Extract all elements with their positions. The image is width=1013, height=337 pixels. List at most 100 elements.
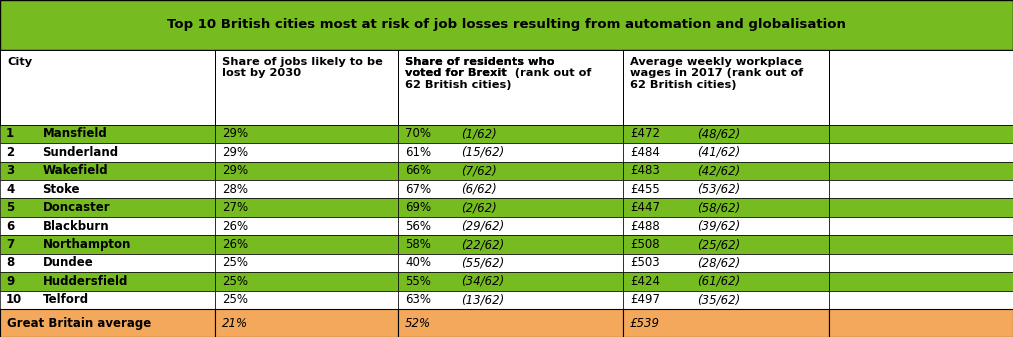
Text: 2: 2 — [6, 146, 14, 159]
Text: 61%: 61% — [405, 146, 432, 159]
Bar — [829, 272, 1013, 290]
Bar — [398, 180, 623, 198]
Text: Share of residents who
voted for Brexit  (rank out of
62 British cities): Share of residents who voted for Brexit … — [405, 57, 592, 90]
Text: (55/62): (55/62) — [461, 256, 504, 270]
Bar — [829, 198, 1013, 217]
Bar — [0, 180, 215, 198]
Text: Great Britain average: Great Britain average — [7, 316, 151, 330]
Text: 66%: 66% — [405, 164, 432, 177]
Bar — [398, 50, 623, 125]
Bar — [829, 50, 1013, 125]
Text: Huddersfield: Huddersfield — [43, 275, 128, 288]
Text: 69%: 69% — [405, 201, 432, 214]
Text: 63%: 63% — [405, 293, 432, 306]
Bar — [0, 217, 215, 235]
Text: £483: £483 — [630, 164, 659, 177]
Bar — [0, 290, 215, 309]
Bar — [398, 290, 623, 309]
Bar — [623, 235, 829, 254]
Bar — [398, 309, 623, 337]
Bar — [215, 143, 398, 161]
Text: Doncaster: Doncaster — [43, 201, 110, 214]
Bar — [623, 161, 829, 180]
Text: (61/62): (61/62) — [697, 275, 741, 288]
Text: 55%: 55% — [405, 275, 432, 288]
Text: (25/62): (25/62) — [697, 238, 741, 251]
Text: Wakefield: Wakefield — [43, 164, 108, 177]
Bar — [398, 143, 623, 161]
Bar — [623, 198, 829, 217]
Text: (29/62): (29/62) — [461, 220, 504, 233]
Bar — [398, 198, 623, 217]
Text: £508: £508 — [630, 238, 659, 251]
Text: Share of residents who
voted for Brexit: Share of residents who voted for Brexit — [405, 57, 555, 78]
Bar — [215, 198, 398, 217]
Bar — [215, 50, 398, 125]
Text: 29%: 29% — [222, 146, 248, 159]
Bar — [215, 235, 398, 254]
Bar — [398, 161, 623, 180]
Bar — [623, 217, 829, 235]
Text: 28%: 28% — [222, 183, 248, 196]
Text: 25%: 25% — [222, 275, 248, 288]
Text: 25%: 25% — [222, 256, 248, 270]
Text: Dundee: Dundee — [43, 256, 93, 270]
Text: 26%: 26% — [222, 220, 248, 233]
Text: (58/62): (58/62) — [697, 201, 741, 214]
Text: 8: 8 — [6, 256, 14, 270]
Text: Top 10 British cities most at risk of job losses resulting from automation and g: Top 10 British cities most at risk of jo… — [167, 19, 846, 31]
Bar — [398, 125, 623, 143]
Bar — [623, 180, 829, 198]
Bar — [829, 180, 1013, 198]
Bar — [0, 161, 215, 180]
Text: 21%: 21% — [222, 316, 248, 330]
Text: 52%: 52% — [405, 316, 432, 330]
Text: City: City — [7, 57, 32, 67]
Bar — [215, 254, 398, 272]
Text: (53/62): (53/62) — [697, 183, 741, 196]
Text: 70%: 70% — [405, 127, 432, 141]
Text: 1: 1 — [6, 127, 14, 141]
Text: 67%: 67% — [405, 183, 432, 196]
Bar — [0, 143, 215, 161]
Text: 5: 5 — [6, 201, 14, 214]
Text: (15/62): (15/62) — [461, 146, 504, 159]
Text: £503: £503 — [630, 256, 659, 270]
Text: (22/62): (22/62) — [461, 238, 504, 251]
Text: 7: 7 — [6, 238, 14, 251]
Bar — [215, 309, 398, 337]
Text: 4: 4 — [6, 183, 14, 196]
Bar — [215, 290, 398, 309]
Text: £488: £488 — [630, 220, 659, 233]
Bar — [215, 217, 398, 235]
Text: 27%: 27% — [222, 201, 248, 214]
Text: £455: £455 — [630, 183, 659, 196]
Bar — [0, 50, 215, 125]
Text: (6/62): (6/62) — [461, 183, 496, 196]
Bar — [623, 143, 829, 161]
Text: (41/62): (41/62) — [697, 146, 741, 159]
Text: (7/62): (7/62) — [461, 164, 496, 177]
Text: £472: £472 — [630, 127, 660, 141]
Bar — [0, 272, 215, 290]
Text: Average weekly workplace
wages in 2017 (rank out of
62 British cities): Average weekly workplace wages in 2017 (… — [630, 57, 803, 90]
Bar — [829, 161, 1013, 180]
Text: (35/62): (35/62) — [697, 293, 741, 306]
Text: (48/62): (48/62) — [697, 127, 741, 141]
Text: £539: £539 — [630, 316, 660, 330]
Text: 58%: 58% — [405, 238, 432, 251]
Text: £447: £447 — [630, 201, 660, 214]
Text: (34/62): (34/62) — [461, 275, 504, 288]
Text: (39/62): (39/62) — [697, 220, 741, 233]
Bar — [623, 290, 829, 309]
Bar — [623, 309, 829, 337]
Text: 29%: 29% — [222, 127, 248, 141]
Bar — [0, 309, 215, 337]
Bar — [398, 217, 623, 235]
Text: 56%: 56% — [405, 220, 432, 233]
Text: Mansfield: Mansfield — [43, 127, 107, 141]
Text: (2/62): (2/62) — [461, 201, 496, 214]
Bar — [0, 125, 215, 143]
Text: Stoke: Stoke — [43, 183, 80, 196]
Bar — [829, 125, 1013, 143]
